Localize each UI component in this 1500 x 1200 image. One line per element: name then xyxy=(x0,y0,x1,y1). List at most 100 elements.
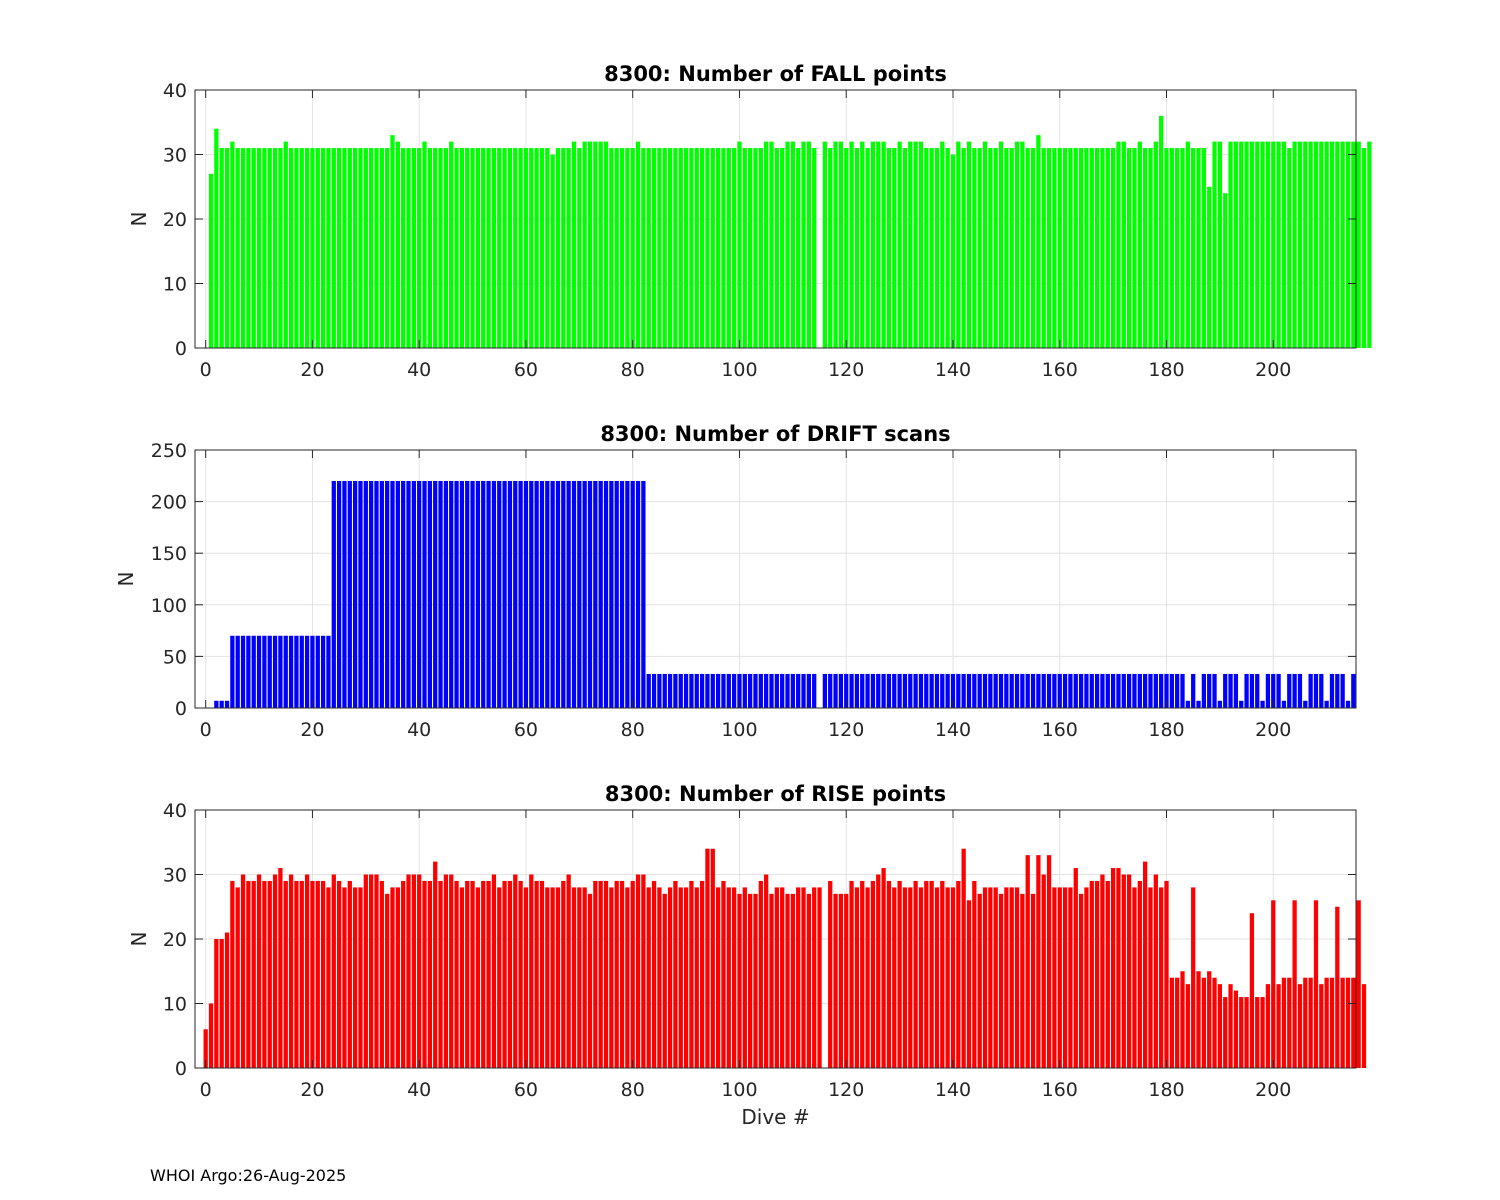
bar xyxy=(619,480,625,708)
bar xyxy=(449,480,454,708)
bar xyxy=(662,673,667,708)
bar xyxy=(310,635,315,708)
bar xyxy=(1009,887,1014,1068)
bar xyxy=(454,880,459,1068)
bar xyxy=(972,148,977,348)
bar xyxy=(726,673,731,708)
bar xyxy=(534,148,539,348)
bar xyxy=(854,673,860,708)
bar xyxy=(1335,906,1340,1068)
bar xyxy=(550,887,555,1068)
bar xyxy=(902,673,908,708)
bar xyxy=(860,141,865,348)
x-tick-label: 80 xyxy=(621,719,645,741)
x-tick-label: 20 xyxy=(300,1079,324,1101)
bar xyxy=(491,480,497,708)
bar xyxy=(1004,887,1009,1068)
bar xyxy=(454,148,459,348)
bar xyxy=(1169,673,1174,708)
bar xyxy=(838,893,844,1068)
bar xyxy=(299,148,304,348)
bar xyxy=(748,148,753,348)
bar xyxy=(235,635,240,708)
bar xyxy=(988,673,993,708)
bar xyxy=(475,148,481,348)
bar xyxy=(737,893,742,1068)
bar xyxy=(764,874,769,1068)
bar xyxy=(230,880,235,1068)
bar xyxy=(331,148,336,348)
bar xyxy=(1287,148,1292,348)
bar xyxy=(801,887,806,1068)
bar xyxy=(1239,141,1244,348)
bar xyxy=(721,148,726,348)
bar xyxy=(865,673,870,708)
bar xyxy=(694,148,699,348)
bar xyxy=(240,148,246,348)
bar xyxy=(1025,148,1030,348)
bar xyxy=(1271,900,1276,1068)
bar xyxy=(801,141,806,348)
bar xyxy=(385,893,390,1068)
bar xyxy=(1191,887,1196,1068)
bar xyxy=(742,673,747,708)
bar xyxy=(1084,148,1089,348)
bar xyxy=(940,141,945,348)
x-axis-label: Dive # xyxy=(741,1105,809,1129)
bar xyxy=(1212,141,1217,348)
bar xyxy=(550,480,555,708)
bar xyxy=(1233,673,1239,708)
bar xyxy=(614,148,619,348)
x-tick-label: 60 xyxy=(514,1079,538,1101)
bar xyxy=(699,148,705,348)
bar xyxy=(401,480,406,708)
bar xyxy=(1260,997,1265,1068)
bar xyxy=(1196,700,1201,708)
bar xyxy=(374,874,379,1068)
bar xyxy=(1127,148,1132,348)
bar xyxy=(433,148,438,348)
bar xyxy=(433,480,438,708)
bar xyxy=(363,480,368,708)
bar xyxy=(1308,977,1313,1068)
bar xyxy=(1297,141,1303,348)
bar xyxy=(571,887,577,1068)
bar xyxy=(870,880,876,1068)
x-tick-label: 100 xyxy=(721,719,757,741)
bar xyxy=(918,141,924,348)
bar xyxy=(486,880,491,1068)
bar xyxy=(481,480,486,708)
bar xyxy=(1345,977,1351,1068)
bar xyxy=(609,887,614,1068)
bar xyxy=(956,673,961,708)
bar xyxy=(1244,997,1249,1068)
x-tick-label: 140 xyxy=(935,719,971,741)
chart-panel-1: 0 20 40 60 80 100 120 140 160 180 200 0 10 20 30 40 8300… xyxy=(127,62,1372,381)
bar xyxy=(833,673,838,708)
bar xyxy=(753,893,758,1068)
bar xyxy=(982,673,988,708)
bar xyxy=(288,874,294,1068)
bar xyxy=(1084,673,1089,708)
bar xyxy=(865,887,870,1068)
bar xyxy=(465,148,470,348)
bar xyxy=(1329,141,1335,348)
chart-title: 8300: Number of RISE points xyxy=(605,782,946,806)
bar xyxy=(657,887,662,1068)
bar xyxy=(924,148,929,348)
bar xyxy=(966,673,972,708)
bar xyxy=(1223,673,1228,708)
bar xyxy=(422,880,427,1068)
bar xyxy=(320,148,326,348)
bar xyxy=(902,887,908,1068)
y-axis-label: N xyxy=(127,932,151,947)
bar xyxy=(224,148,230,348)
bar xyxy=(1180,971,1185,1068)
bar xyxy=(849,673,854,708)
bar xyxy=(326,887,331,1068)
bar xyxy=(347,880,352,1068)
bar xyxy=(1153,141,1158,348)
x-tick-label: 200 xyxy=(1255,359,1291,381)
bar xyxy=(769,141,774,348)
bar xyxy=(630,148,635,348)
